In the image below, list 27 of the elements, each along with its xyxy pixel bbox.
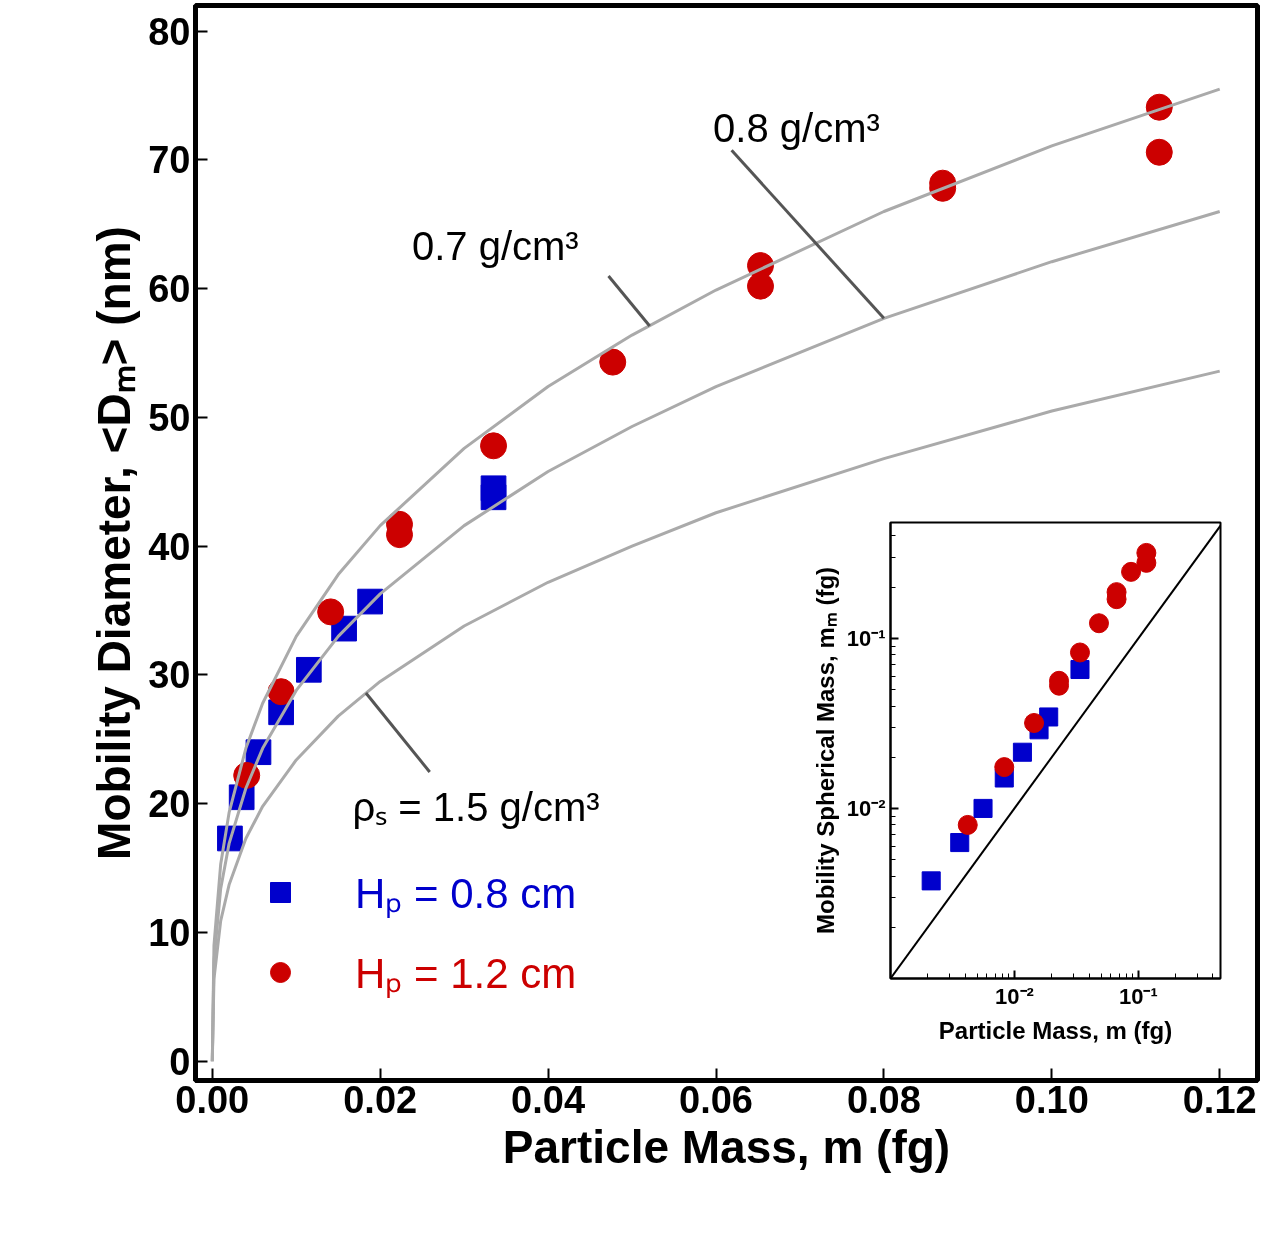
x-tick-label: 0.12 bbox=[1182, 1078, 1257, 1121]
y-axis-title: Mobility Spherical Mass, mₘ (fg) bbox=[811, 566, 839, 935]
legend-label: Hₚ = 0.8 cm bbox=[355, 869, 577, 920]
x-tick-label: 0.04 bbox=[511, 1078, 586, 1121]
y-tick-label: 60 bbox=[148, 268, 191, 311]
y-tick-label: 10 bbox=[148, 911, 191, 954]
annotation: 0.8 g/cm³ bbox=[713, 106, 880, 151]
y-tick-label: 40 bbox=[148, 525, 191, 568]
point bbox=[599, 348, 627, 376]
y-tick-label: 30 bbox=[148, 654, 191, 697]
y-tick-label: 80 bbox=[148, 10, 191, 53]
x-tick-label: 0.06 bbox=[679, 1078, 753, 1121]
x-tick-label: 0.08 bbox=[846, 1078, 921, 1121]
point bbox=[480, 432, 508, 460]
y-tick-label: 20 bbox=[148, 783, 191, 826]
y-axis-title: Mobility Diameter, <Dₘ> (nm) bbox=[88, 226, 141, 860]
point bbox=[317, 598, 345, 626]
x-axis-title: Particle Mass, m (fg) bbox=[938, 1016, 1173, 1044]
x-axis-title: Particle Mass, m (fg) bbox=[502, 1120, 951, 1173]
y-tick-label: 50 bbox=[148, 396, 191, 439]
legend-label: Hₚ = 1.2 cm bbox=[355, 949, 577, 1000]
annotation: ρₛ = 1.5 g/cm³ bbox=[352, 784, 600, 829]
x-tick-label: 0.02 bbox=[343, 1078, 418, 1121]
x-tick-label: 0.10 bbox=[1014, 1078, 1089, 1121]
y-tick-label: 70 bbox=[148, 139, 191, 182]
point bbox=[1145, 138, 1173, 166]
annotation: 0.7 g/cm³ bbox=[411, 224, 579, 269]
